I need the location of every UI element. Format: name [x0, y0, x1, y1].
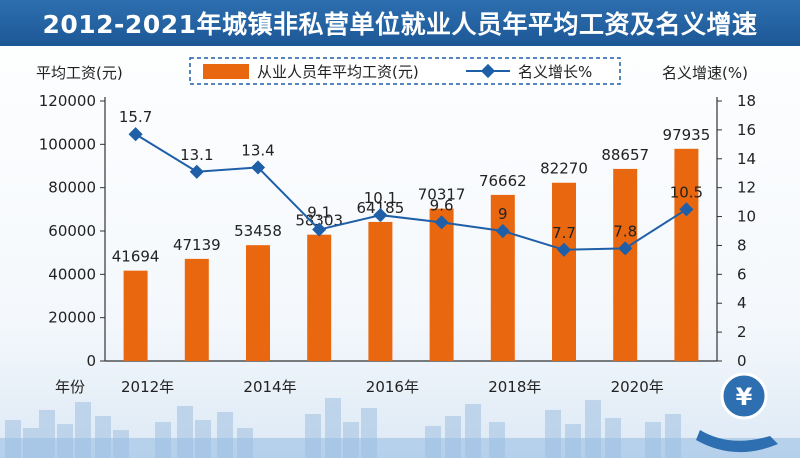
- y-right-tick-label: 4: [737, 294, 747, 312]
- legend-bar-label: 从业人员年平均工资(元): [257, 63, 419, 81]
- legend-box: [189, 57, 621, 85]
- line-value-label: 9: [498, 205, 508, 223]
- bar: [613, 168, 638, 361]
- y-right-tick-label: 2: [737, 323, 747, 341]
- line-value-label: 9.1: [307, 204, 331, 222]
- line-path: [135, 133, 687, 251]
- y-right-tick-label: 12: [737, 179, 756, 197]
- line-point: [189, 164, 204, 179]
- chart-title: 2012-2021年城镇非私营单位就业人员年平均工资及名义增速: [42, 10, 758, 39]
- bar-value-label: 70317: [418, 186, 466, 204]
- bar-value-label: 88657: [601, 146, 649, 164]
- y-left-tick-label: 120000: [39, 92, 96, 110]
- bar-value-label: 64185: [357, 199, 405, 217]
- line-value-label: 7.8: [613, 222, 637, 240]
- legend-bar-swatch: [203, 64, 249, 79]
- line-point: [618, 241, 633, 256]
- legend-line-marker: [480, 63, 496, 79]
- line-value-label: 13.1: [180, 146, 213, 164]
- line-point: [128, 127, 143, 142]
- skyline-ground: [0, 438, 800, 458]
- line-value-label: 15.7: [119, 108, 152, 126]
- y-right-tick-label: 8: [737, 236, 747, 254]
- y-left-tick-label: 40000: [48, 265, 96, 283]
- y-right-tick-label: 6: [737, 265, 747, 283]
- y-right-axis-title: 名义增速(%): [662, 64, 748, 82]
- bar: [123, 270, 148, 361]
- line-value-label: 10.1: [364, 189, 397, 207]
- line-value-labels: 15.7 13.1 13.4 9.1 10.1 9.6 9 7.7 7.8 10.5: [119, 108, 703, 242]
- line-point: [250, 160, 266, 175]
- x-tick-label: 2016年: [366, 378, 419, 396]
- hand-icon: [696, 430, 778, 453]
- legend-line-label: 名义增长%: [518, 63, 592, 81]
- bar-value-label: 41694: [112, 248, 160, 266]
- line-point: [495, 223, 510, 239]
- y-left-axis-title: 平均工资(元): [36, 64, 123, 82]
- bar-value-label: 97935: [663, 126, 711, 144]
- bar: [490, 194, 515, 361]
- bar-series: [123, 148, 699, 361]
- line-value-label: 10.5: [670, 183, 703, 201]
- chart-title-bar: 2012-2021年城镇非私营单位就业人员年平均工资及名义增速: [0, 0, 800, 46]
- line-point: [434, 215, 449, 230]
- y-left-tick-label: 0: [86, 352, 96, 370]
- bar: [307, 234, 332, 361]
- bar-value-labels: 4169447139534585830364185703177666282270…: [112, 126, 711, 266]
- line-point: [556, 242, 572, 257]
- line-value-label: 9.6: [430, 196, 454, 214]
- bar: [184, 258, 209, 361]
- bar: [552, 182, 576, 361]
- yen-symbol: ¥: [736, 383, 753, 411]
- axis-labels: 0 20000 40000 60000 80000 100000 120000 0 2 4 6 8 10…: [39, 92, 756, 396]
- y-right-tick-label: 0: [737, 352, 747, 370]
- x-tick-label: 2020年: [611, 378, 664, 396]
- y-left-tick-label: 80000: [48, 179, 96, 197]
- y-left-tick-label: 20000: [48, 309, 96, 327]
- line-value-label: 13.4: [241, 141, 274, 159]
- bar: [368, 221, 393, 361]
- x-tick-label: 2012年: [121, 378, 174, 396]
- bar-value-label: 76662: [479, 172, 527, 190]
- legend: 从业人员年平均工资(元) 名义增长%: [189, 57, 621, 85]
- x-axis-title: 年份: [55, 378, 85, 396]
- line-point: [373, 208, 388, 223]
- city-skyline-decoration: [0, 398, 800, 458]
- x-tick-label: 2014年: [243, 378, 296, 396]
- bar: [246, 245, 270, 361]
- y-right-tick-label: 16: [737, 121, 756, 139]
- y-right-tick-label: 18: [737, 92, 756, 110]
- line-series: [128, 127, 694, 257]
- yen-badge: ¥: [696, 372, 778, 453]
- line-point: [312, 222, 327, 237]
- bar-value-label: 47139: [173, 236, 221, 254]
- y-left-tick-label: 60000: [48, 222, 96, 240]
- yen-coin-icon: [720, 372, 768, 420]
- x-tick-label: 2018年: [488, 378, 541, 396]
- y-right-tick-label: 10: [737, 208, 756, 226]
- line-value-label: 7.7: [552, 224, 576, 242]
- bar: [674, 148, 699, 361]
- y-right-tick-label: 14: [737, 150, 756, 168]
- bar: [429, 208, 454, 361]
- bar-value-label: 82270: [540, 160, 588, 178]
- y-left-tick-label: 100000: [39, 135, 96, 153]
- line-point: [679, 202, 694, 217]
- bar-value-label: 53458: [234, 222, 282, 240]
